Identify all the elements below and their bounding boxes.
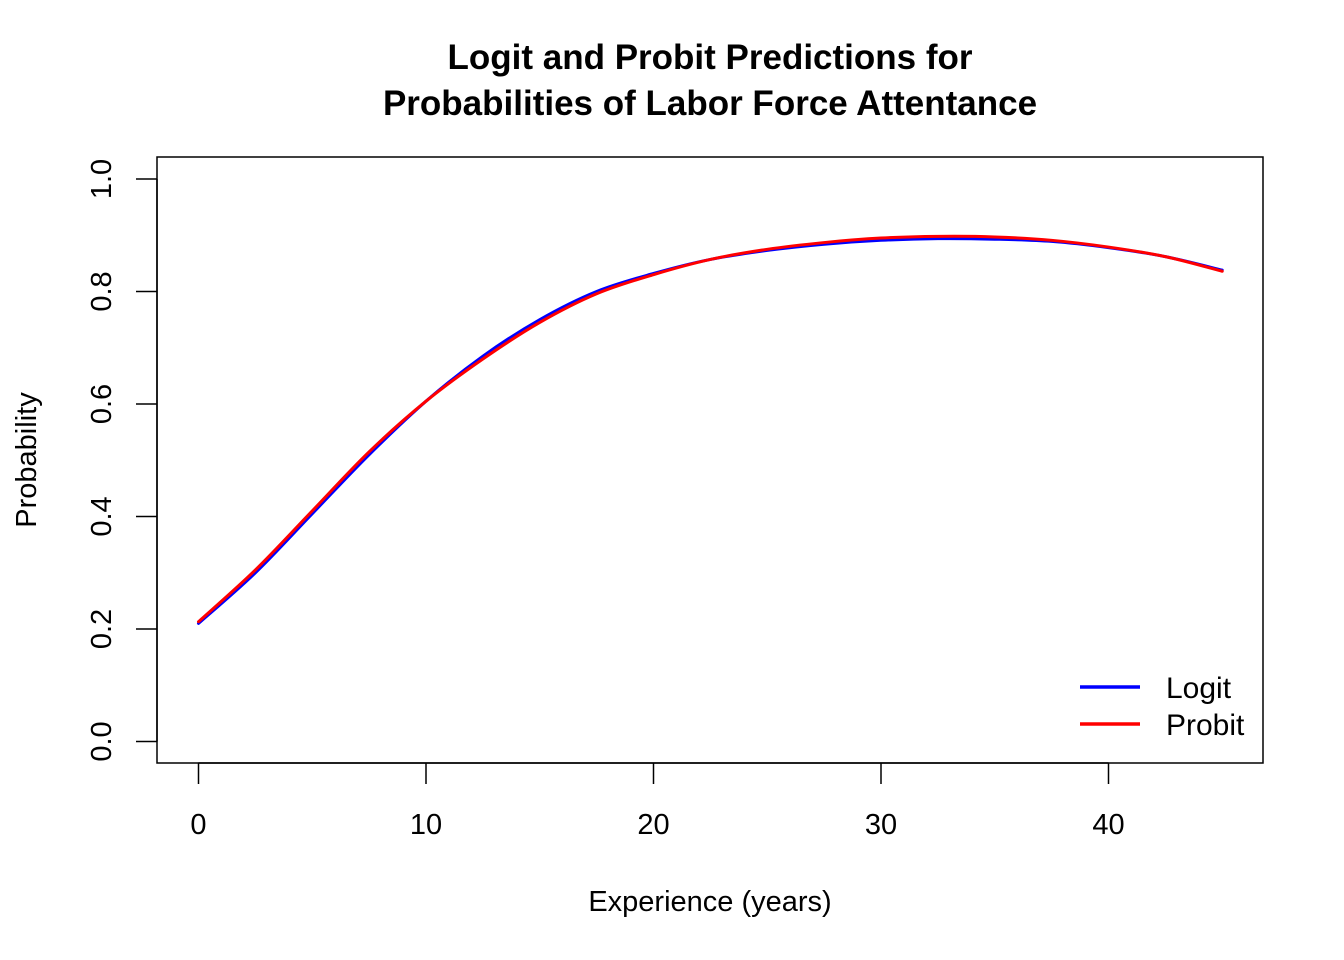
y-tick-label: 0.8 [86, 271, 118, 311]
x-tick-label: 20 [637, 809, 669, 841]
series-line-logit [197, 237, 1224, 625]
y-tick-label: 0.4 [86, 496, 118, 536]
y-tick-label: 0.0 [86, 721, 118, 761]
x-axis-label: Experience (years) [588, 886, 831, 918]
y-axis: 0.0 0.2 0.4 0.6 0.8 1.0 [86, 159, 158, 762]
y-tick-label: 0.6 [86, 384, 118, 424]
y-axis-label: Probability [11, 392, 43, 528]
y-tick-label: 0.2 [86, 609, 118, 649]
y-tick-label: 1.0 [86, 159, 118, 199]
chart-title-line-1: Logit and Probit Predictions for [448, 38, 973, 77]
x-tick-label: 30 [865, 809, 897, 841]
series-line-probit [197, 234, 1224, 624]
x-tick-label: 0 [190, 809, 206, 841]
chart-title-line-2: Probabilities of Labor Force Attentance [383, 84, 1037, 123]
series-layer [197, 234, 1224, 625]
plot-frame [156, 156, 1264, 764]
x-axis: 0 10 20 30 40 [190, 762, 1125, 841]
x-tick-label: 10 [410, 809, 442, 841]
legend: Logit Probit [1080, 672, 1245, 742]
legend-label-probit: Probit [1166, 709, 1245, 742]
x-tick-label: 40 [1092, 809, 1124, 841]
legend-label-logit: Logit [1166, 672, 1232, 705]
